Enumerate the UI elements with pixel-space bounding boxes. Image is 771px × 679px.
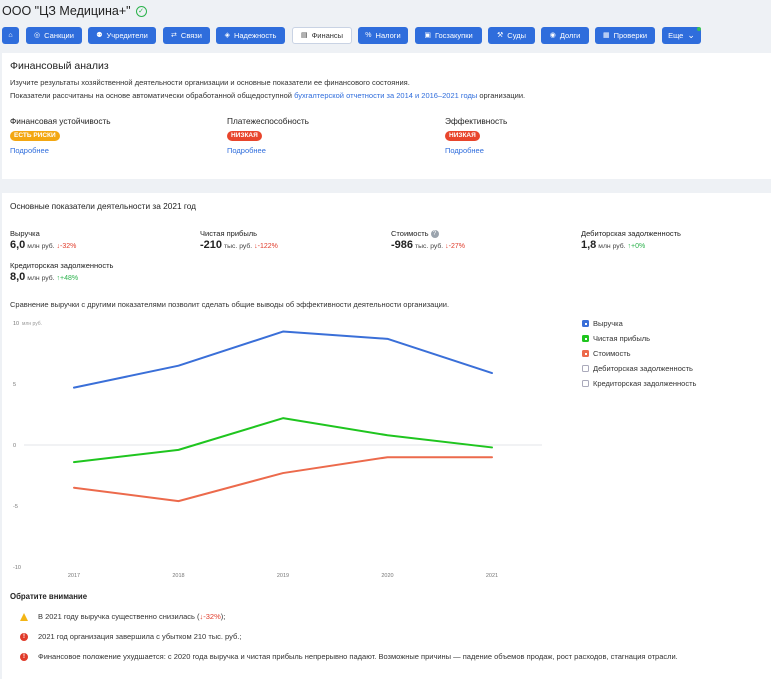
error-icon: ! (20, 652, 28, 661)
nav-item-finance[interactable]: ▤ Финансы (292, 27, 352, 44)
kpi-revenue-change: ↓-32% (56, 243, 77, 250)
legend-item-net-profit[interactable]: Чистая прибыль (582, 334, 650, 343)
finance-icon: ▤ (300, 32, 308, 39)
y-tick-label: 10 (13, 321, 19, 327)
attention-note-decline: ! Финансовое положение ухудшается: с 202… (20, 652, 678, 661)
kpi-payables-label: Кредиторская задолженность (10, 261, 114, 270)
company-header: ООО "ЦЗ Медицина+" ✓ (2, 4, 147, 18)
company-name: ООО "ЦЗ Медицина+" (2, 4, 131, 18)
financial-analysis-source: Показатели рассчитаны на основе автомати… (10, 91, 526, 100)
checks-icon: ▦ (602, 32, 610, 39)
legend-checkbox-net-profit[interactable] (582, 335, 589, 342)
metric-efficiency-title: Эффективность (445, 116, 508, 126)
main-indicators-title: Основные показатели деятельности за 2021… (10, 201, 197, 211)
kpi-receivables-change: ↑+0% (627, 243, 646, 250)
metric-efficiency-more-link[interactable]: Подробнее (445, 146, 484, 155)
kpi-net-profit-value: -210 тыс. руб. ↓-122% (200, 239, 278, 251)
x-tick-label: 2021 (486, 573, 498, 579)
sanctions-icon: ◎ (34, 32, 41, 39)
metric-solvency-more-link[interactable]: Подробнее (227, 146, 266, 155)
nav-item-sanctions[interactable]: ◎ Санкции (26, 27, 82, 44)
metric-stability-title: Финансовая устойчивость (10, 116, 111, 126)
kpi-cost-value: -986 тыс. руб. ↓-27% (391, 239, 466, 251)
nav-item-reliability[interactable]: ◈ Надежность (216, 27, 285, 44)
metric-stability-more-link[interactable]: Подробнее (10, 146, 49, 155)
kpi-revenue-label: Выручка (10, 229, 40, 238)
gavel-icon: ⚒ (497, 32, 504, 39)
financial-analysis-title: Финансовый анализ (10, 60, 109, 72)
y-unit-label: млн руб. (22, 321, 42, 327)
kpi-revenue-value: 6,0 млн руб. ↓-32% (10, 239, 77, 251)
x-tick-label: 2019 (277, 573, 289, 579)
legend-item-revenue[interactable]: Выручка (582, 319, 623, 328)
metric-solvency-badge: НИЗКАЯ (227, 131, 262, 141)
nav-item-contracts[interactable]: ▣ Госзакупки (415, 27, 482, 44)
net-profit-line (73, 417, 493, 464)
chevron-down-icon: ⌄ (687, 30, 695, 40)
percent-icon: % (365, 32, 372, 39)
verified-check-icon: ✓ (135, 5, 147, 17)
nav-home-button[interactable]: ⌂ (2, 27, 19, 44)
kpi-net-profit-change: ↓-122% (254, 243, 278, 250)
attention-title: Обратите внимание (10, 592, 88, 601)
kpi-receivables-label: Дебиторская задолженность (581, 229, 681, 238)
legend-checkbox-payables[interactable] (582, 380, 589, 387)
legend-checkbox-receivables[interactable] (582, 365, 589, 372)
kpi-cost-label: Стоимость? (391, 229, 439, 238)
main-indicators-card: Основные показатели деятельности за 2021… (2, 193, 771, 679)
debts-icon: ◉ (549, 32, 556, 39)
nav-item-checks[interactable]: ▦ Проверки (595, 27, 655, 44)
nav-item-courts[interactable]: ⚒ Суды (488, 27, 535, 44)
metric-solvency-title: Платежеспособность (227, 116, 309, 126)
compare-text: Сравнение выручки с другими показателями… (10, 300, 450, 309)
kpi-payables-change: ↑+48% (56, 275, 79, 282)
legend-item-cost[interactable]: Стоимость (582, 349, 631, 358)
legend-checkbox-cost[interactable] (582, 350, 589, 357)
kpi-payables-value: 8,0 млн руб. ↑+48% (10, 271, 79, 283)
nav-item-taxes[interactable]: % Налоги (358, 27, 408, 44)
help-icon[interactable]: ? (430, 230, 439, 238)
x-tick-label: 2018 (172, 573, 184, 579)
y-tick-label: 5 (13, 382, 16, 388)
contracts-icon: ▣ (424, 32, 431, 39)
kpi-cost-change: ↓-27% (445, 243, 466, 250)
links-icon: ⇄ (171, 32, 177, 39)
nav-item-founders[interactable]: ⚉ Учредители (88, 27, 156, 44)
attention-note-revenue-drop: В 2021 году выручка существенно снизилас… (20, 612, 225, 621)
nav-item-links[interactable]: ⇄ Связи (163, 27, 210, 44)
revenue-line (73, 330, 493, 389)
notification-dot (697, 27, 701, 31)
error-icon: ! (20, 632, 28, 641)
attention-note-loss: ! 2021 год организация завершила с убытк… (20, 632, 241, 641)
finance-line-chart: 10 5 0 -5 -10 млн руб. 2017 2018 2019 2020 2021 (13, 321, 542, 579)
metric-stability-badge: ЕСТЬ РИСКИ (10, 131, 60, 141)
kpi-net-profit-label: Чистая прибыль (200, 229, 257, 238)
y-tick-label: 0 (13, 443, 16, 449)
x-tick-label: 2017 (68, 573, 80, 579)
legend-item-receivables[interactable]: Дебиторская задолженность (582, 364, 693, 373)
nav-item-more[interactable]: Еще ⌄ (662, 27, 701, 44)
kpi-receivables-value: 1,8 млн руб. ↑+0% (581, 239, 646, 251)
metric-efficiency-badge: НИЗКАЯ (445, 131, 480, 141)
financial-analysis-desc: Изучите результаты хозяйственной деятель… (10, 78, 410, 87)
cost-line (73, 456, 493, 503)
legend-checkbox-revenue[interactable] (582, 320, 589, 327)
warning-icon (20, 612, 28, 621)
legend-item-payables[interactable]: Кредиторская задолженность (582, 379, 696, 388)
reports-link[interactable]: бухгалтерской отчетности за 2014 и 2016–… (294, 91, 478, 100)
x-tick-label: 2020 (381, 573, 393, 579)
nav-item-debts[interactable]: ◉ Долги (541, 27, 589, 44)
y-tick-label: -10 (13, 565, 21, 571)
shield-icon: ◈ (224, 32, 230, 39)
y-tick-label: -5 (13, 504, 18, 510)
financial-analysis-card: Финансовый анализ Изучите результаты хоз… (2, 53, 771, 179)
home-icon: ⌂ (8, 32, 13, 39)
founders-icon: ⚉ (96, 32, 103, 39)
